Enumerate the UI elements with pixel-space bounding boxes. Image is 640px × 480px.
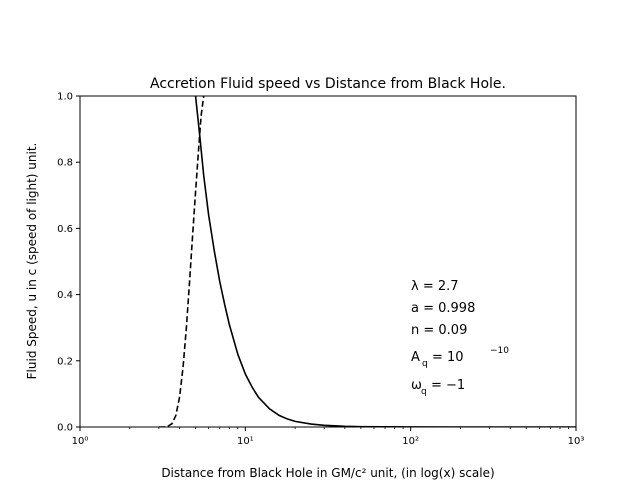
annotation-omega-letter: ω	[411, 378, 422, 393]
annotation-aq-letter: A	[411, 350, 420, 365]
annotation-lambda: λ = 2.7	[411, 279, 459, 294]
x-tick-label-1: 10¹	[237, 436, 254, 447]
annotation-aq-subscript: q	[422, 359, 428, 369]
annotation-n: n = 0.09	[411, 323, 467, 338]
plot-area	[79, 95, 577, 428]
x-axis-label: Distance from Black Hole in GM/c² unit, …	[161, 466, 494, 480]
plot-frame	[79, 95, 577, 428]
chart-title: Accretion Fluid speed vs Distance from B…	[150, 76, 506, 92]
y-axis-label: Fluid Speed, u in c (speed of light) uni…	[25, 143, 39, 380]
x-tick-label-0: 10⁰	[72, 436, 89, 447]
parameter-annotations: λ = 2.7 a = 0.998 n = 0.09 A q = 10 −10 …	[411, 279, 509, 397]
y-axis-ticks: 0.0 0.2 0.4 0.6 0.8 1.0	[57, 92, 80, 434]
annotation-omega-subscript: q	[421, 387, 427, 397]
y-tick-label-1: 0.2	[57, 356, 73, 367]
y-tick-label-0: 0.0	[57, 423, 73, 434]
y-tick-label-2: 0.4	[57, 290, 73, 301]
x-axis-ticks: 10⁰ 10¹ 10² 10³	[72, 427, 585, 447]
y-tick-label-5: 1.0	[57, 92, 73, 103]
y-tick-label-3: 0.6	[57, 224, 73, 235]
y-tick-label-4: 0.8	[57, 158, 73, 169]
annotation-aq-exponent: −10	[490, 346, 509, 356]
annotation-aq-value: = 10	[432, 350, 464, 365]
annotation-omega-value: = −1	[431, 378, 465, 393]
annotation-spin: a = 0.998	[411, 301, 475, 316]
series-line-1-dashed	[158, 96, 205, 427]
x-tick-label-2: 10²	[402, 436, 419, 447]
x-tick-label-3: 10³	[568, 436, 585, 447]
